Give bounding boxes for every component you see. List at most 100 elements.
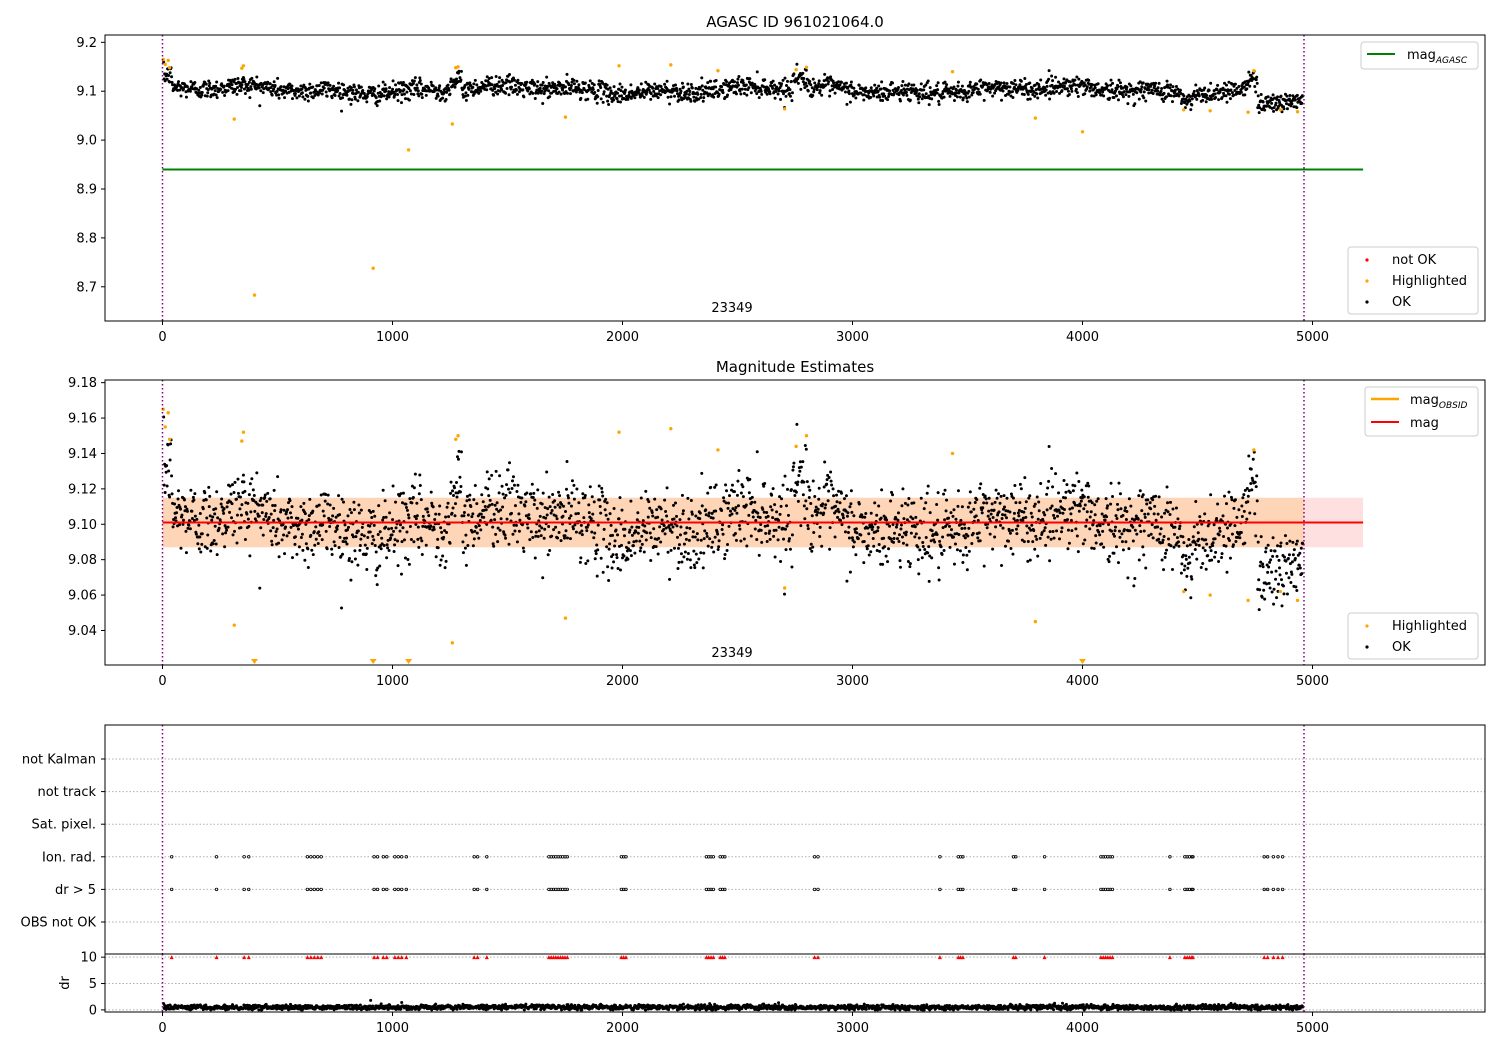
highlighted-point — [167, 437, 172, 442]
ok-point — [255, 75, 259, 79]
ok-point — [436, 546, 440, 550]
ok-point — [646, 515, 650, 519]
ok-point — [1276, 544, 1280, 548]
ok-point — [1047, 444, 1051, 448]
highlighted-point — [1278, 108, 1283, 112]
ok-point — [1266, 95, 1270, 99]
ok-point — [547, 495, 551, 499]
ok-point — [239, 513, 243, 517]
y-tick-label: 9.18 — [68, 376, 97, 391]
ok-point — [611, 533, 615, 537]
ok-point — [527, 513, 531, 517]
ok-point — [642, 95, 646, 99]
ok-point — [753, 527, 757, 531]
ok-point — [477, 91, 481, 95]
ok-point — [253, 509, 257, 513]
ok-point — [638, 549, 642, 553]
ok-point — [311, 96, 315, 100]
ok-point — [557, 490, 561, 494]
ok-point — [279, 85, 283, 89]
ok-point — [548, 505, 552, 509]
flag-point — [242, 855, 246, 859]
ok-point — [994, 525, 998, 529]
ok-point — [749, 534, 753, 538]
ok-point — [400, 540, 404, 544]
highlighted-point — [950, 69, 955, 74]
ok-point — [514, 88, 518, 92]
ok-point — [1051, 485, 1055, 489]
ok-point — [495, 82, 499, 86]
ok-point — [358, 548, 362, 552]
ok-point — [1266, 570, 1270, 574]
ok-point — [636, 86, 640, 90]
ok-point — [434, 555, 438, 559]
ok-point — [318, 534, 322, 538]
ok-point — [1257, 578, 1261, 582]
ok-point — [787, 537, 791, 541]
ok-point — [995, 518, 999, 522]
ok-point — [679, 552, 683, 556]
ok-point — [269, 529, 273, 533]
ok-point — [956, 84, 960, 88]
ok-point — [387, 527, 391, 531]
ok-point — [174, 516, 178, 520]
ok-point — [1066, 547, 1070, 551]
ok-point — [1239, 90, 1243, 94]
ok-point — [997, 510, 1001, 514]
ok-point — [394, 526, 398, 530]
ok-point — [554, 514, 558, 518]
ok-point — [974, 514, 978, 518]
ok-point — [289, 515, 293, 519]
ok-point — [921, 540, 925, 544]
ok-point — [494, 75, 498, 79]
ok-point — [809, 83, 813, 87]
ok-point — [1028, 97, 1032, 101]
ok-point — [1184, 557, 1188, 561]
ok-point — [289, 525, 293, 529]
ok-point — [807, 495, 811, 499]
ok-point — [784, 527, 788, 531]
ok-point — [1057, 491, 1061, 495]
ok-point — [1123, 506, 1127, 510]
ok-point — [1013, 483, 1017, 487]
ok-point — [307, 518, 311, 522]
ok-point — [943, 488, 947, 492]
ok-point — [1022, 510, 1026, 514]
ok-point — [588, 485, 592, 489]
highlighted-point — [782, 107, 787, 111]
ok-point — [629, 499, 633, 503]
ok-point — [569, 514, 573, 518]
ok-point — [466, 93, 470, 97]
flag-point — [214, 887, 219, 892]
ok-point — [1240, 515, 1244, 519]
ok-point — [386, 546, 390, 550]
ok-point — [527, 517, 531, 521]
ok-point — [1014, 527, 1018, 531]
ok-point — [1190, 552, 1194, 556]
ok-point — [955, 95, 959, 99]
ok-point — [387, 90, 391, 94]
ok-point — [1096, 82, 1100, 86]
ok-point — [306, 547, 310, 551]
ok-point — [500, 484, 504, 488]
ok-point — [362, 92, 366, 96]
ok-point — [381, 80, 385, 84]
ok-point — [507, 542, 511, 546]
ok-point — [1094, 93, 1098, 97]
ok-point — [1039, 482, 1043, 486]
ok-point — [572, 78, 576, 82]
flag-point — [1042, 887, 1047, 892]
ok-point — [744, 503, 748, 507]
ok-point — [515, 490, 519, 494]
ok-point — [698, 86, 702, 90]
ok-point — [979, 78, 983, 82]
ok-point — [817, 82, 821, 86]
ok-point — [804, 68, 808, 72]
ok-point — [904, 533, 908, 537]
ok-point — [1157, 495, 1161, 499]
ok-point — [607, 103, 611, 107]
ok-point — [494, 532, 498, 536]
ok-point — [259, 89, 263, 93]
ok-point — [927, 545, 931, 549]
ok-point — [178, 88, 182, 92]
